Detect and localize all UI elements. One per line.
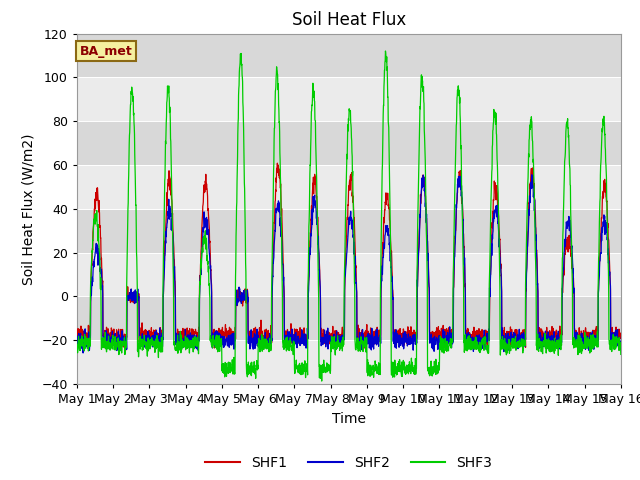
Y-axis label: Soil Heat Flux (W/m2): Soil Heat Flux (W/m2): [22, 133, 36, 285]
SHF1: [73, 338, 81, 344]
SHF3: [584, 335, 592, 340]
Line: SHF3: SHF3: [77, 51, 621, 381]
SHF1: [273, 160, 281, 166]
Bar: [77, 77, 621, 121]
SHF2: [584, 336, 592, 342]
SHF2: [617, 338, 625, 344]
Line: SHF1: SHF1: [77, 163, 621, 351]
Title: Soil Heat Flux: Soil Heat Flux: [292, 11, 406, 29]
SHF3: [73, 348, 81, 353]
Bar: [77, 209, 621, 252]
SHF3: [508, 343, 515, 349]
Bar: [77, 165, 621, 209]
SHF1: [617, 330, 625, 336]
Text: BA_met: BA_met: [79, 45, 132, 58]
SHF1: [584, 331, 592, 336]
Bar: [77, 296, 621, 340]
SHF1: [500, 348, 508, 354]
SHF2: [79, 350, 87, 356]
SHF1: [570, 283, 577, 289]
SHF3: [617, 351, 625, 357]
SHF2: [376, 334, 384, 340]
SHF3: [318, 378, 326, 384]
Bar: [77, 121, 621, 165]
SHF1: [365, 334, 372, 339]
SHF3: [570, 342, 577, 348]
X-axis label: Time: Time: [332, 411, 366, 426]
Bar: [77, 34, 621, 77]
SHF2: [507, 330, 515, 336]
SHF3: [365, 369, 372, 374]
SHF2: [570, 265, 577, 271]
SHF3: [381, 48, 389, 54]
SHF1: [508, 336, 515, 342]
Bar: [77, 252, 621, 296]
SHF3: [376, 290, 384, 296]
SHF2: [225, 341, 232, 347]
SHF1: [376, 338, 384, 344]
SHF1: [225, 332, 232, 337]
Bar: [77, 340, 621, 384]
Line: SHF2: SHF2: [77, 175, 621, 353]
SHF2: [365, 341, 372, 347]
SHF2: [528, 172, 536, 178]
SHF3: [225, 371, 232, 376]
Legend: SHF1, SHF2, SHF3: SHF1, SHF2, SHF3: [200, 450, 498, 475]
SHF2: [73, 343, 81, 349]
